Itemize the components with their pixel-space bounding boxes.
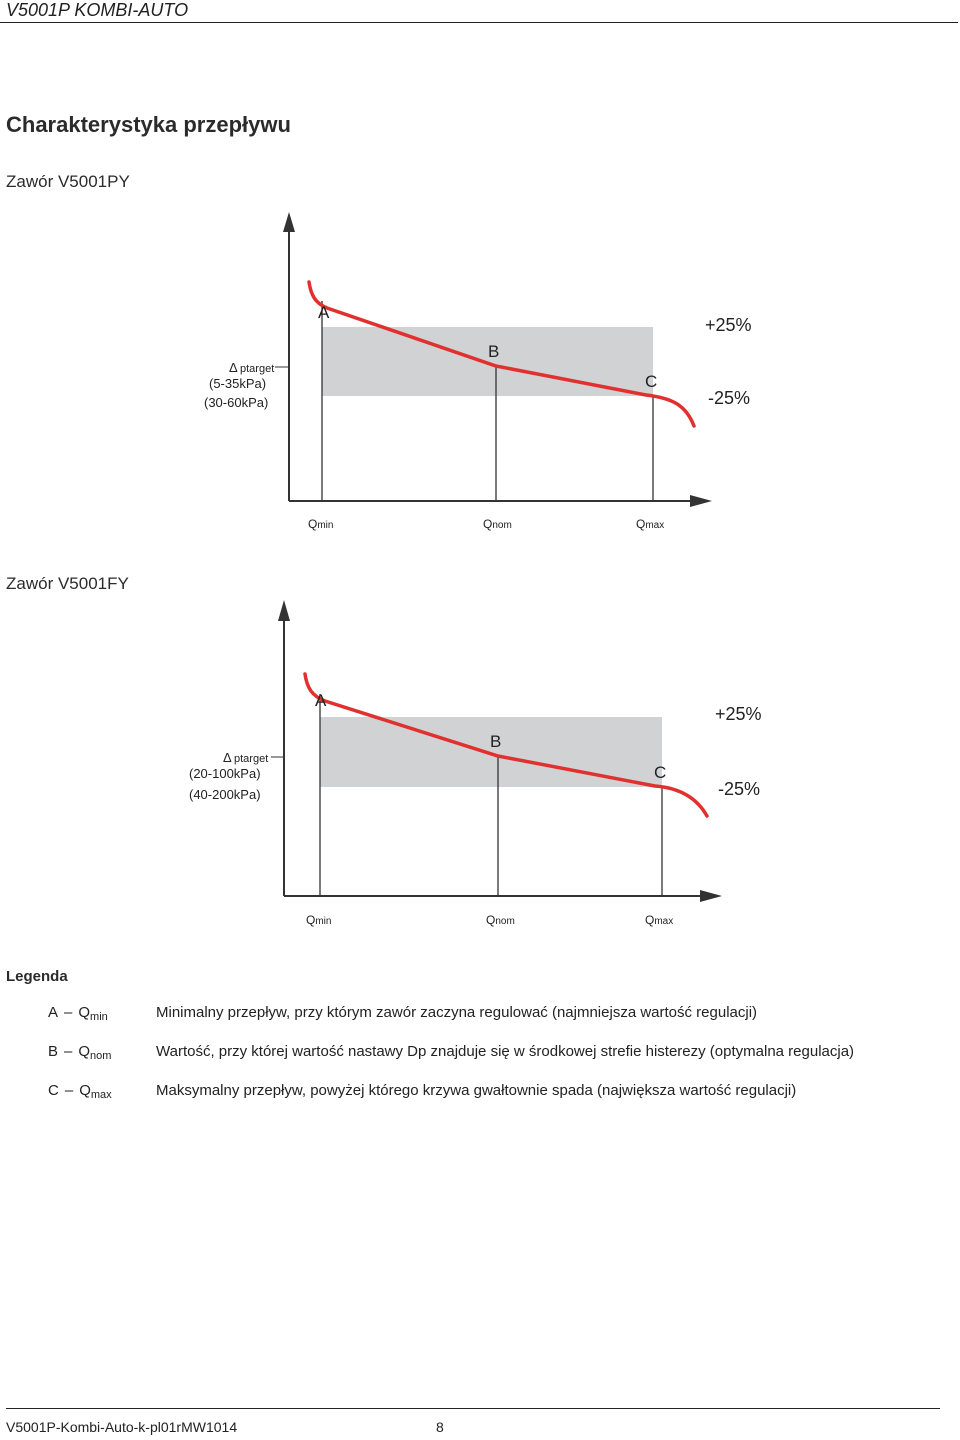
delta-symbol: Δ	[223, 750, 232, 765]
delta-symbol: Δ	[229, 360, 238, 375]
tick-label-qnom: Qnom	[483, 517, 512, 531]
y-range-2: (30-60kPa)	[204, 395, 268, 410]
x-axis-arrow	[690, 495, 712, 507]
header-divider	[0, 22, 958, 23]
y-axis-arrow	[283, 212, 295, 232]
legend-desc-b: Wartość, przy której wartość nastawy Dp …	[156, 1043, 855, 1060]
chart-1: A B C +25% -25% Δ ptarget (5-35kPa) (30-…	[204, 212, 752, 531]
tick-label-qmin: Qmin	[306, 913, 331, 927]
legend-title: Legenda	[6, 968, 68, 985]
section-title: Charakterystyka przepływu	[6, 112, 291, 137]
y-axis-label: ptarget	[240, 363, 274, 375]
tick-label-qmin: Qmin	[308, 517, 333, 531]
legend-desc-c: Maksymalny przepływ, powyżej którego krz…	[156, 1082, 797, 1099]
band-upper-label: +25%	[705, 315, 752, 335]
point-label-a: A	[318, 303, 330, 322]
tick-label-qmax: Qmax	[645, 913, 673, 927]
point-label-c: C	[654, 763, 666, 782]
legend-desc-a: Minimalny przepływ, przy którym zawór za…	[156, 1004, 758, 1021]
footer-divider	[6, 1408, 940, 1409]
flow-curve	[307, 280, 696, 428]
legend-code-a: A – Qmin	[48, 1004, 108, 1023]
point-label-a: A	[315, 691, 327, 710]
header-title: V5001P KOMBI-AUTO	[6, 0, 189, 20]
band-upper-label: +25%	[715, 704, 762, 724]
y-range-1: (5-35kPa)	[209, 376, 266, 391]
chart-2: A B C +25% -25% Δ ptarget (20-100kPa) (4…	[189, 600, 762, 927]
y-axis-arrow	[278, 600, 290, 621]
y-range-2: (40-200kPa)	[189, 787, 261, 802]
y-range-1: (20-100kPa)	[189, 766, 261, 781]
footer-page-number: 8	[436, 1419, 444, 1435]
chart-1-title: Zawór V5001PY	[6, 172, 130, 191]
legend-code-c: C – Qmax	[48, 1082, 112, 1101]
point-label-c: C	[645, 372, 657, 391]
point-label-b: B	[488, 342, 499, 361]
legend-code-b: B – Qnom	[48, 1043, 112, 1062]
flow-curve	[303, 672, 709, 818]
band-lower-label: -25%	[718, 779, 760, 799]
tick-label-qmax: Qmax	[636, 517, 664, 531]
chart-2-title: Zawór V5001FY	[6, 574, 129, 593]
y-axis-label: ptarget	[234, 753, 268, 765]
point-label-b: B	[490, 732, 501, 751]
band-lower-label: -25%	[708, 388, 750, 408]
tick-label-qnom: Qnom	[486, 913, 515, 927]
x-axis-arrow	[700, 890, 722, 902]
footer-doc-id: V5001P-Kombi-Auto-k-pl01rMW1014	[6, 1419, 238, 1435]
